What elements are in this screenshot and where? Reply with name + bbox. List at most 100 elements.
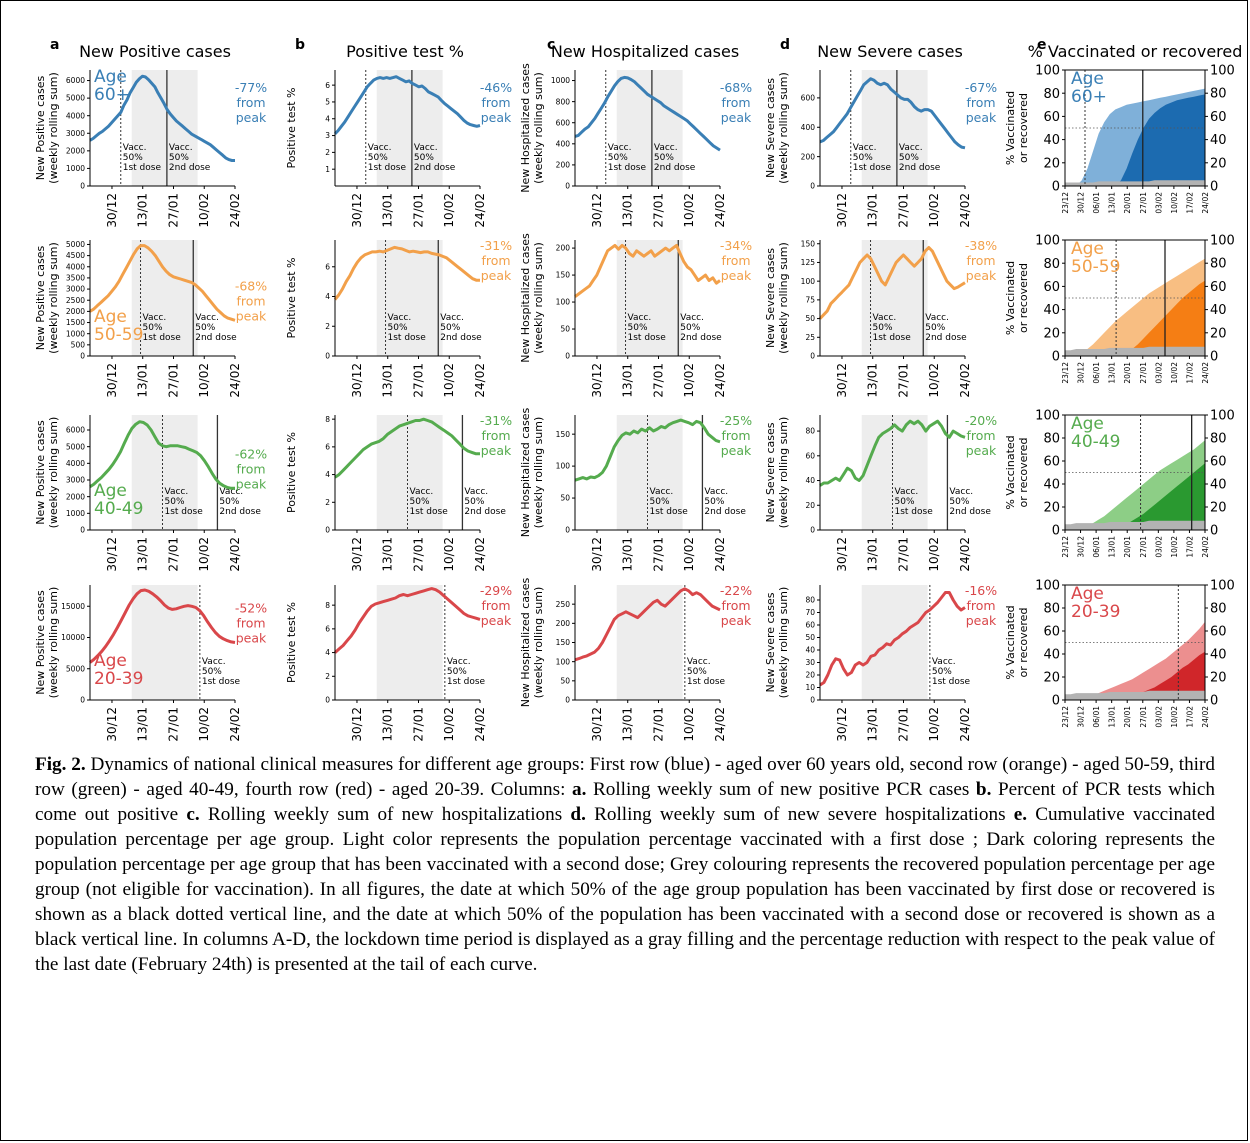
x-tick-label: 20/01	[1123, 536, 1132, 558]
y-tick-label-right: 80	[1210, 602, 1227, 617]
y-tick-label: 25	[805, 333, 815, 342]
dose1-line-label: Vacc.	[368, 143, 392, 153]
y-axis-label: New Severe cases	[764, 592, 777, 692]
y-tick-label: 80	[1043, 602, 1060, 617]
age-group-label: 20-39	[1071, 602, 1120, 622]
dose1-line-label: Vacc.	[410, 487, 434, 497]
y-tick-label: 6000	[66, 76, 85, 85]
x-tick-label: 13/01	[1108, 192, 1117, 214]
age-group-label: Age	[94, 307, 127, 327]
dose1-line-label: 50%	[650, 497, 670, 507]
reduction-label: -68%	[235, 278, 267, 293]
x-tick-label: 13/01	[866, 193, 880, 228]
dose2-line-label: 2nd dose	[704, 507, 746, 517]
y-tick-label: 4	[325, 292, 330, 301]
dose2-line-label: 50%	[899, 153, 919, 163]
caption-b-label: b.	[975, 779, 992, 800]
dose1-line-label: 50%	[165, 497, 185, 507]
y-tick-label: 40	[805, 476, 815, 485]
y-tick-label-right: 20	[1210, 671, 1227, 686]
reduction-label: peak	[236, 631, 267, 646]
dose2-line-label: Vacc.	[464, 487, 488, 497]
x-tick-label: 24/02	[1201, 536, 1210, 558]
x-tick-label: 24/02	[473, 193, 487, 228]
dose1-line-label: 1st dose	[165, 507, 204, 517]
column-title-a: New Positive cases	[79, 42, 231, 61]
dose2-line-label: 2nd dose	[925, 333, 967, 343]
second-dose-area	[1065, 651, 1205, 700]
series-line	[819, 419, 966, 487]
lockdown-shading	[616, 585, 683, 700]
reduction-label: from	[481, 253, 510, 268]
x-tick-label: 30/12	[350, 363, 364, 398]
y-tick-label: 600	[556, 118, 571, 127]
y-tick-label-right: 40	[1210, 648, 1227, 663]
x-tick-label: 27/01	[1139, 706, 1148, 728]
y-axis-label-2: (weekly rolling sum)	[47, 417, 60, 529]
y-axis-label-2: (weekly rolling sum)	[777, 242, 790, 354]
x-tick-label: 27/01	[651, 363, 665, 398]
dose2-line-label: 2nd dose	[195, 333, 237, 343]
x-tick-label: 13/01	[621, 707, 635, 742]
lockdown-shading	[861, 415, 928, 530]
y-axis-label: % Vaccinated	[1004, 435, 1017, 509]
x-tick-label: 30/12	[105, 193, 119, 228]
y-tick-label: 0	[325, 352, 330, 361]
y-tick-label: 1000	[66, 164, 85, 173]
column-title-e: % Vaccinated or recovered	[1028, 42, 1243, 61]
y-tick-label: 3000	[66, 129, 85, 138]
series-line	[819, 591, 966, 687]
dose1-line-label: Vacc.	[895, 487, 919, 497]
y-tick-label: 5000	[66, 664, 85, 673]
x-tick-label: 13/01	[1108, 706, 1117, 728]
x-tick-label: 10/02	[927, 707, 941, 742]
y-tick-label: 0	[565, 182, 570, 191]
caption-c-label: c.	[186, 804, 200, 825]
x-tick-label: 27/01	[1139, 362, 1148, 384]
x-tick-label: 10/02	[1170, 192, 1179, 214]
dose2-line-label: 50%	[654, 153, 674, 163]
y-tick-label: 4000	[66, 459, 85, 468]
y-axis-label: New Hospitalized cases	[519, 578, 532, 708]
y-axis-label: New Positive cases	[34, 420, 47, 525]
y-tick-label: 15000	[61, 602, 85, 611]
panel-letter-b: b	[295, 37, 305, 53]
reduction-label: -38%	[965, 238, 997, 253]
y-tick-label: 125	[801, 258, 816, 267]
y-axis-label-2: (weekly rolling sum)	[532, 417, 545, 529]
reduction-label: from	[966, 428, 995, 443]
y-tick-label: 1000	[551, 76, 570, 85]
dose1-line-label: Vacc.	[447, 657, 471, 667]
y-tick-label: 4	[325, 114, 330, 123]
y-axis-label: New Hospitalized cases	[519, 408, 532, 538]
x-tick-label: 30/12	[1077, 536, 1086, 558]
x-tick-label: 24/02	[958, 707, 972, 742]
y-tick-label: 100	[556, 657, 571, 666]
y-axis-label: % Vaccinated	[1004, 605, 1017, 679]
reduction-label: peak	[481, 110, 512, 125]
age-group-label: 60+	[1071, 87, 1107, 107]
y-tick-label: 2	[325, 672, 330, 681]
y-tick-label: 0	[80, 352, 85, 361]
series-line	[334, 417, 480, 479]
dose1-line-label: 50%	[932, 667, 952, 677]
dose1-line-label: 1st dose	[932, 677, 971, 687]
dose2-line-label: Vacc.	[925, 313, 949, 323]
y-tick-label: 8	[325, 601, 330, 610]
lockdown-shading	[131, 240, 198, 356]
y-tick-label: 70	[805, 608, 815, 617]
y-tick-label: 10	[805, 683, 815, 692]
lockdown-shading	[861, 585, 928, 700]
y-tick-label: 40	[1043, 303, 1060, 318]
x-tick-label: 10/02	[197, 707, 211, 742]
x-tick-label: 13/01	[136, 707, 150, 742]
y-tick-label: 4500	[66, 251, 85, 260]
second-dose-area	[1065, 463, 1205, 530]
y-tick-label: 80	[1043, 87, 1060, 102]
y-tick-label: 50	[560, 676, 570, 685]
dose2-line-label: Vacc.	[654, 143, 678, 153]
y-axis-label: Positive test %	[285, 258, 298, 339]
y-tick-label: 20	[805, 501, 815, 510]
y-tick-label: 250	[556, 600, 571, 609]
